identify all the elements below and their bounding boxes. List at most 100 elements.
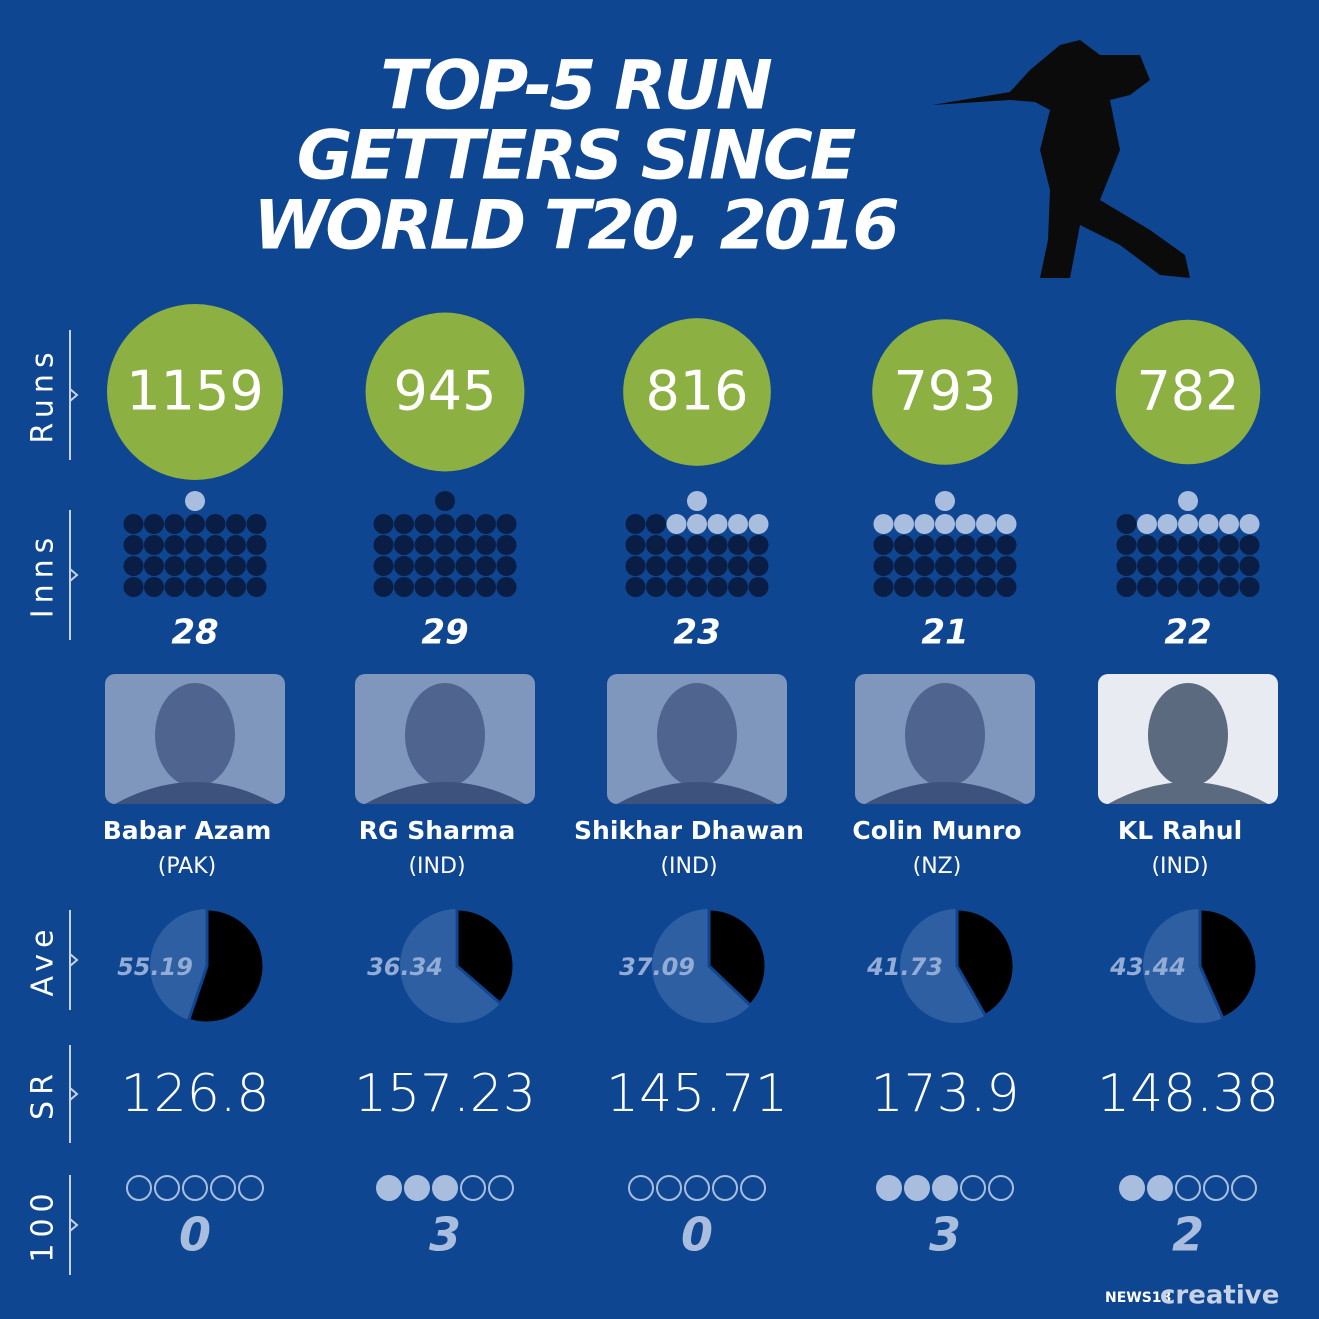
innings-dot bbox=[914, 535, 935, 555]
innings-dot bbox=[164, 577, 185, 597]
innings-dot bbox=[476, 556, 496, 576]
hundred-dot bbox=[740, 1175, 766, 1201]
hundred-dot bbox=[376, 1175, 402, 1201]
innings-dot bbox=[1219, 577, 1239, 597]
innings-dot bbox=[164, 556, 185, 576]
innings-dot bbox=[625, 535, 646, 555]
runs-value: 945 bbox=[393, 360, 496, 423]
photo-face bbox=[657, 683, 737, 787]
innings-dot bbox=[687, 577, 707, 597]
innings-dot bbox=[955, 535, 976, 555]
innings-dot bbox=[646, 577, 666, 597]
hundred-dot bbox=[988, 1175, 1014, 1201]
hundred-dot bbox=[876, 1175, 902, 1201]
innings-dot bbox=[728, 577, 748, 597]
innings-dot bbox=[1198, 577, 1219, 597]
innings-dot bbox=[914, 556, 935, 576]
innings-dot bbox=[996, 514, 1017, 534]
hundred-dot bbox=[238, 1175, 264, 1201]
innings-dot bbox=[687, 535, 707, 555]
innings-dot bbox=[1178, 556, 1198, 576]
innings-dot bbox=[496, 556, 517, 576]
hundreds-dots bbox=[628, 1175, 766, 1201]
innings-dot bbox=[164, 514, 185, 534]
innings-dot bbox=[1198, 514, 1219, 534]
innings-dot bbox=[935, 556, 955, 576]
innings-dot bbox=[707, 514, 728, 534]
innings-dot bbox=[894, 514, 914, 534]
innings-dot bbox=[894, 535, 914, 555]
player-name: KL Rahul bbox=[1118, 816, 1242, 845]
brand-label: creative bbox=[1160, 1281, 1279, 1311]
innings-dot bbox=[666, 535, 687, 555]
average-value: 41.73 bbox=[866, 953, 943, 981]
innings-dot bbox=[414, 535, 435, 555]
innings-dot bbox=[123, 514, 144, 534]
row-label: Runs bbox=[26, 346, 61, 443]
innings-dot bbox=[707, 556, 728, 576]
photo-shoulders bbox=[115, 782, 275, 804]
innings-dot bbox=[1157, 556, 1178, 576]
hundred-dot bbox=[1203, 1175, 1229, 1201]
innings-dot bbox=[1116, 556, 1137, 576]
player-name: Babar Azam bbox=[103, 816, 272, 845]
hundred-dot bbox=[460, 1175, 486, 1201]
innings-dot bbox=[394, 556, 414, 576]
innings-dot bbox=[625, 577, 646, 597]
photo-face bbox=[905, 683, 985, 787]
innings-dot bbox=[1157, 577, 1178, 597]
innings-dot bbox=[646, 514, 666, 534]
innings-dot bbox=[394, 514, 414, 534]
innings-dot bbox=[185, 535, 205, 555]
hundred-dot bbox=[1147, 1175, 1173, 1201]
innings-dot bbox=[996, 577, 1017, 597]
player-country: (IND) bbox=[660, 854, 717, 879]
innings-dot bbox=[687, 556, 707, 576]
innings-dot bbox=[894, 577, 914, 597]
innings-dot bbox=[246, 556, 267, 576]
innings-dot bbox=[455, 535, 476, 555]
photo-face bbox=[405, 683, 485, 787]
innings-dot bbox=[476, 577, 496, 597]
innings-dot bbox=[976, 535, 996, 555]
runs-value: 793 bbox=[893, 360, 996, 423]
brand: NEWS18 bbox=[1105, 1290, 1171, 1306]
innings-dot bbox=[1239, 514, 1260, 534]
innings-dot bbox=[1219, 535, 1239, 555]
innings-dots bbox=[373, 491, 517, 597]
innings-dot bbox=[246, 535, 267, 555]
innings-dot bbox=[976, 514, 996, 534]
innings-dot bbox=[1239, 535, 1260, 555]
innings-dot bbox=[728, 535, 748, 555]
player-columns: 1159 28 Babar Azam (PAK) 55.19 126.8 0 945 29 RG … bbox=[103, 304, 1279, 1262]
average-slice bbox=[1198, 907, 1259, 1021]
hundreds-value: 3 bbox=[929, 1208, 961, 1262]
hundreds-value: 3 bbox=[429, 1208, 461, 1262]
innings-dot bbox=[935, 514, 955, 534]
innings-dot bbox=[394, 535, 414, 555]
average-slice bbox=[455, 907, 516, 1006]
player-name: RG Sharma bbox=[359, 816, 515, 845]
row-arrow bbox=[69, 568, 79, 582]
innings-dot bbox=[996, 556, 1017, 576]
innings-dot bbox=[414, 577, 435, 597]
hundreds-dots bbox=[376, 1175, 514, 1201]
title-line: TOP-5 RUN bbox=[380, 47, 772, 126]
innings-dot bbox=[414, 556, 435, 576]
hundred-dot bbox=[488, 1175, 514, 1201]
innings-dot bbox=[185, 556, 205, 576]
innings-dot bbox=[873, 535, 894, 555]
innings-dot bbox=[144, 535, 164, 555]
innings-dot bbox=[707, 577, 728, 597]
hundred-dot bbox=[1119, 1175, 1145, 1201]
innings-dot bbox=[496, 535, 517, 555]
hundred-dot bbox=[628, 1175, 654, 1201]
innings-dot bbox=[707, 535, 728, 555]
innings-dot bbox=[687, 491, 707, 511]
innings-dot bbox=[748, 514, 769, 534]
innings-dot bbox=[955, 556, 976, 576]
innings-dot bbox=[246, 577, 267, 597]
innings-dot bbox=[1137, 535, 1157, 555]
innings-dot bbox=[646, 535, 666, 555]
strike-rate: 148.38 bbox=[1097, 1064, 1279, 1124]
